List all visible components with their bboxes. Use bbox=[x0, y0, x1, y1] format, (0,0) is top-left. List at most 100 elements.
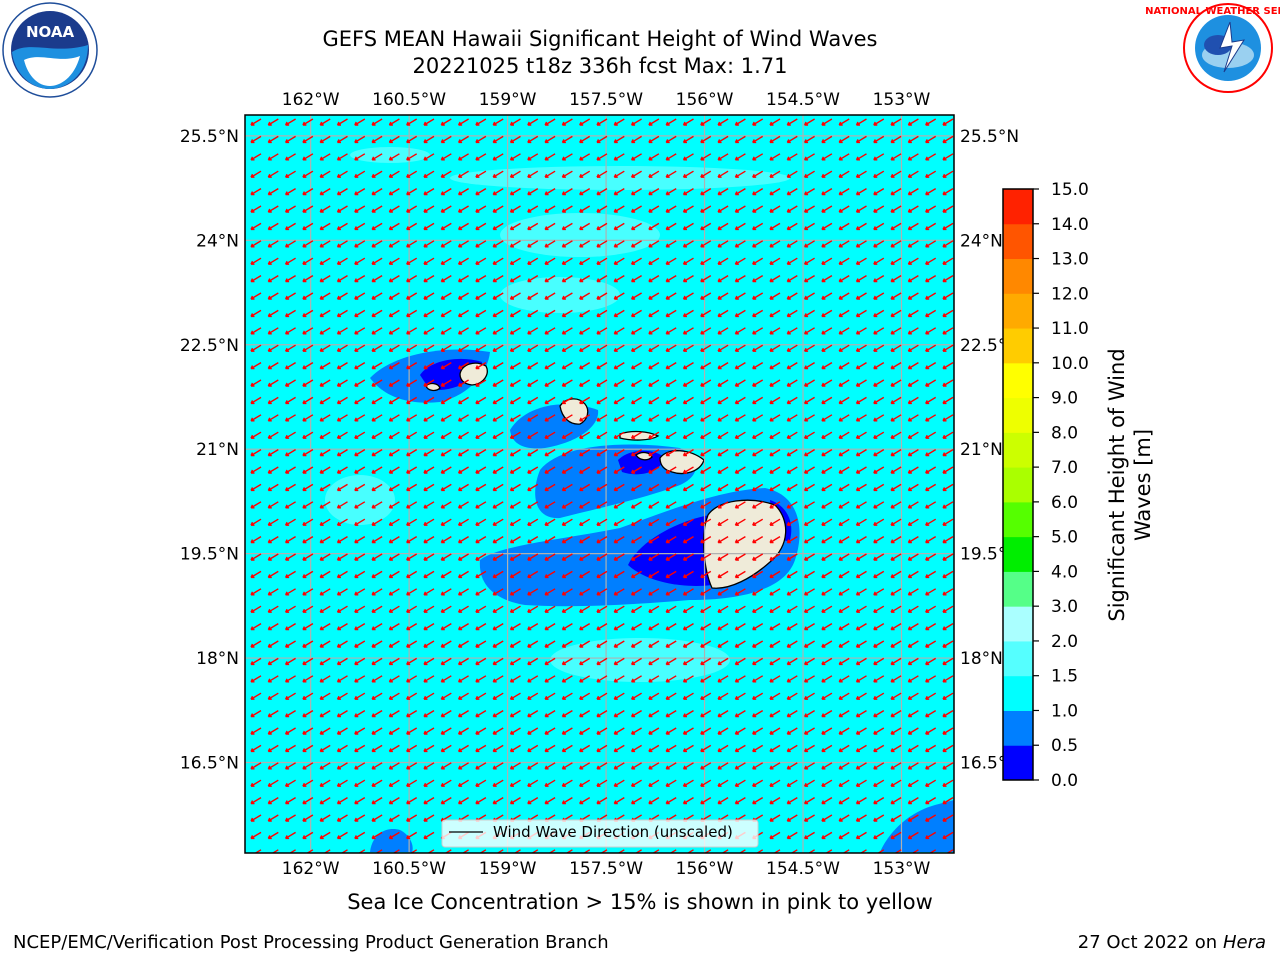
wind-arrow bbox=[457, 135, 469, 144]
wind-arrow bbox=[267, 379, 279, 387]
wind-arrow bbox=[752, 796, 764, 805]
wind-arrow bbox=[613, 309, 625, 318]
wind-arrow bbox=[769, 483, 781, 492]
wind-arrow bbox=[319, 135, 331, 144]
wind-arrow bbox=[544, 466, 556, 474]
wind-arrow bbox=[302, 327, 314, 335]
wind-arrow bbox=[440, 570, 452, 579]
wind-arrow bbox=[855, 222, 867, 231]
wind-arrow bbox=[354, 657, 366, 666]
wind-arrow bbox=[527, 257, 539, 265]
wind-arrow bbox=[406, 327, 418, 335]
wind-arrow bbox=[336, 361, 348, 370]
wind-arrow bbox=[942, 361, 954, 370]
colorbar-tick-label: 15.0 bbox=[1051, 180, 1089, 200]
wind-arrow bbox=[561, 762, 573, 770]
wind-arrow bbox=[302, 570, 314, 579]
wind-arrow bbox=[440, 379, 452, 387]
wind-arrow bbox=[596, 657, 608, 666]
wind-arrow bbox=[527, 379, 539, 387]
wind-arrow bbox=[561, 431, 573, 439]
wind-arrow bbox=[354, 762, 366, 770]
wind-arrow bbox=[544, 222, 556, 231]
wind-arrow bbox=[855, 518, 867, 526]
wind-arrow bbox=[700, 553, 712, 561]
wind-arrow bbox=[717, 257, 729, 265]
wind-arrow bbox=[457, 292, 469, 300]
wind-arrow bbox=[284, 135, 296, 144]
wind-arrow bbox=[284, 170, 296, 178]
wind-arrow bbox=[336, 640, 348, 648]
wind-arrow bbox=[873, 327, 885, 335]
wind-arrow bbox=[319, 118, 331, 126]
wind-arrow bbox=[544, 118, 556, 126]
wind-arrow bbox=[873, 170, 885, 178]
wind-arrow bbox=[873, 222, 885, 231]
wind-arrow bbox=[630, 692, 642, 700]
colorbar-segment bbox=[1003, 675, 1033, 711]
wind-arrow bbox=[855, 831, 867, 840]
wind-arrow bbox=[509, 205, 521, 213]
wind-arrow bbox=[440, 501, 452, 509]
wind-arrow bbox=[354, 309, 366, 318]
wind-arrow bbox=[596, 483, 608, 492]
wind-arrow bbox=[717, 170, 729, 178]
lat-label: 19.5°N bbox=[180, 545, 239, 565]
wind-arrow bbox=[734, 796, 746, 805]
wind-arrow bbox=[907, 483, 919, 492]
wind-arrow bbox=[527, 675, 539, 683]
wind-arrow bbox=[769, 535, 781, 544]
wind-arrow bbox=[821, 518, 833, 526]
wind-arrow bbox=[769, 344, 781, 352]
wind-arrow bbox=[561, 588, 573, 596]
wind-arrow bbox=[284, 831, 296, 840]
wind-arrow bbox=[440, 170, 452, 178]
wind-arrow bbox=[354, 727, 366, 735]
wind-arrow bbox=[544, 570, 556, 579]
wind-arrow bbox=[544, 640, 556, 648]
wind-arrow bbox=[700, 622, 712, 631]
wind-arrow bbox=[734, 170, 746, 178]
wind-arrow bbox=[700, 153, 712, 161]
wind-arrow bbox=[752, 448, 764, 457]
wind-arrow bbox=[769, 379, 781, 387]
wind-arrow bbox=[579, 361, 591, 370]
wind-arrow bbox=[319, 205, 331, 213]
wind-arrow bbox=[267, 153, 279, 161]
wind-arrow bbox=[838, 153, 850, 161]
wind-arrow bbox=[371, 361, 383, 370]
wind-arrow bbox=[457, 274, 469, 283]
wind-arrow bbox=[388, 153, 400, 161]
wind-arrow bbox=[907, 153, 919, 161]
wind-arrow bbox=[354, 570, 366, 579]
wind-arrow bbox=[440, 535, 452, 544]
wind-arrow bbox=[942, 153, 954, 161]
wind-arrow bbox=[561, 518, 573, 526]
wind-arrow bbox=[838, 553, 850, 561]
wind-arrow bbox=[475, 205, 487, 213]
wind-arrow bbox=[544, 344, 556, 352]
wind-arrow bbox=[838, 779, 850, 787]
wind-arrow bbox=[319, 814, 331, 822]
wind-arrow bbox=[492, 396, 504, 405]
wind-arrow bbox=[734, 518, 746, 526]
wind-arrow bbox=[406, 605, 418, 613]
wind-arrow bbox=[717, 657, 729, 666]
wind-arrow bbox=[336, 831, 348, 840]
wind-arrow bbox=[319, 605, 331, 613]
wind-arrow bbox=[561, 222, 573, 231]
wind-arrow bbox=[752, 692, 764, 700]
wind-arrow bbox=[786, 327, 798, 335]
wind-arrow bbox=[752, 553, 764, 561]
wind-arrow bbox=[821, 153, 833, 161]
wind-arrow bbox=[613, 118, 625, 126]
wind-arrow bbox=[579, 779, 591, 787]
wind-arrow bbox=[665, 344, 677, 352]
wind-arrow bbox=[596, 361, 608, 370]
wind-arrow bbox=[942, 170, 954, 178]
wind-arrow bbox=[665, 205, 677, 213]
wind-arrow bbox=[596, 675, 608, 683]
lat-labels-left: 25.5°N24°N22.5°N21°N19.5°N18°N16.5°N bbox=[180, 127, 239, 774]
wind-arrow bbox=[925, 274, 937, 283]
wind-arrow bbox=[873, 535, 885, 544]
